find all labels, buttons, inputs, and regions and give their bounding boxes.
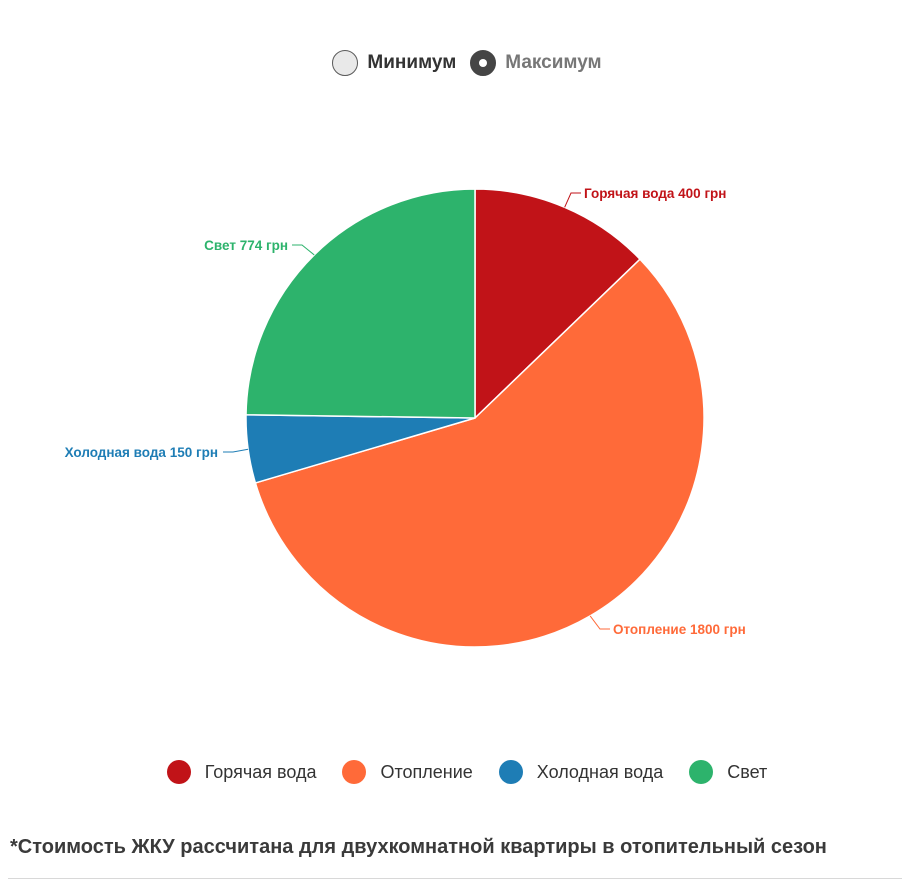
slice-label-hot-water: Горячая вода 400 грн	[584, 186, 726, 201]
legend-label: Отопление	[380, 761, 473, 782]
leader-line-electricity	[292, 244, 315, 256]
legend-item-electricity[interactable]: Свет	[689, 760, 767, 784]
minimum-option[interactable]: Минимум	[332, 50, 456, 76]
maximum-option[interactable]: Максимум	[470, 50, 602, 76]
legend-item-heating[interactable]: Отопление	[342, 760, 473, 784]
legend-label: Холодная вода	[536, 761, 664, 782]
slice-label-cold-water: Холодная вода 150 грн	[65, 445, 218, 460]
leader-line-heating	[589, 615, 610, 630]
min-max-toggle: Минимум Максимум	[12, 46, 910, 80]
divider	[8, 878, 902, 879]
legend-item-hot-water[interactable]: Горячая вода	[166, 760, 317, 784]
legend-label: Горячая вода	[204, 761, 317, 782]
pie-slice-heating[interactable]	[254, 258, 705, 648]
legend-dot-icon	[689, 760, 714, 784]
chart-legend: Горячая вода Отопление Холодная вода Све…	[12, 760, 910, 784]
maximum-radio-icon[interactable]	[470, 50, 497, 76]
legend-dot-icon	[498, 760, 523, 784]
legend-dot-icon	[166, 760, 191, 784]
footnote: *Стоимость ЖКУ рассчитана для двухкомнат…	[10, 836, 827, 858]
legend-item-cold-water[interactable]: Холодная вода	[498, 760, 664, 784]
maximum-label: Максимум	[505, 52, 602, 73]
pie-slice-hot-water[interactable]	[474, 188, 641, 419]
leader-line-cold-water	[223, 448, 249, 453]
slice-label-heating: Отопление 1800 грн	[613, 622, 746, 637]
legend-dot-icon	[342, 760, 367, 784]
leader-line-hot-water	[564, 192, 581, 208]
pie-slices	[245, 188, 705, 648]
pie-labels: Горячая вода 400 грн Отопление 1800 грн Хо…	[65, 186, 746, 637]
pie-chart: Горячая вода 400 грн Отопление 1800 грн Хо…	[65, 186, 746, 648]
pie-slice-electricity[interactable]	[245, 188, 476, 419]
minimum-label: Минимум	[367, 52, 457, 73]
legend-label: Свет	[727, 761, 768, 782]
slice-label-electricity: Свет 774 грн	[204, 238, 288, 253]
pie-leader-lines	[223, 192, 610, 630]
minimum-radio-icon[interactable]	[332, 50, 359, 76]
